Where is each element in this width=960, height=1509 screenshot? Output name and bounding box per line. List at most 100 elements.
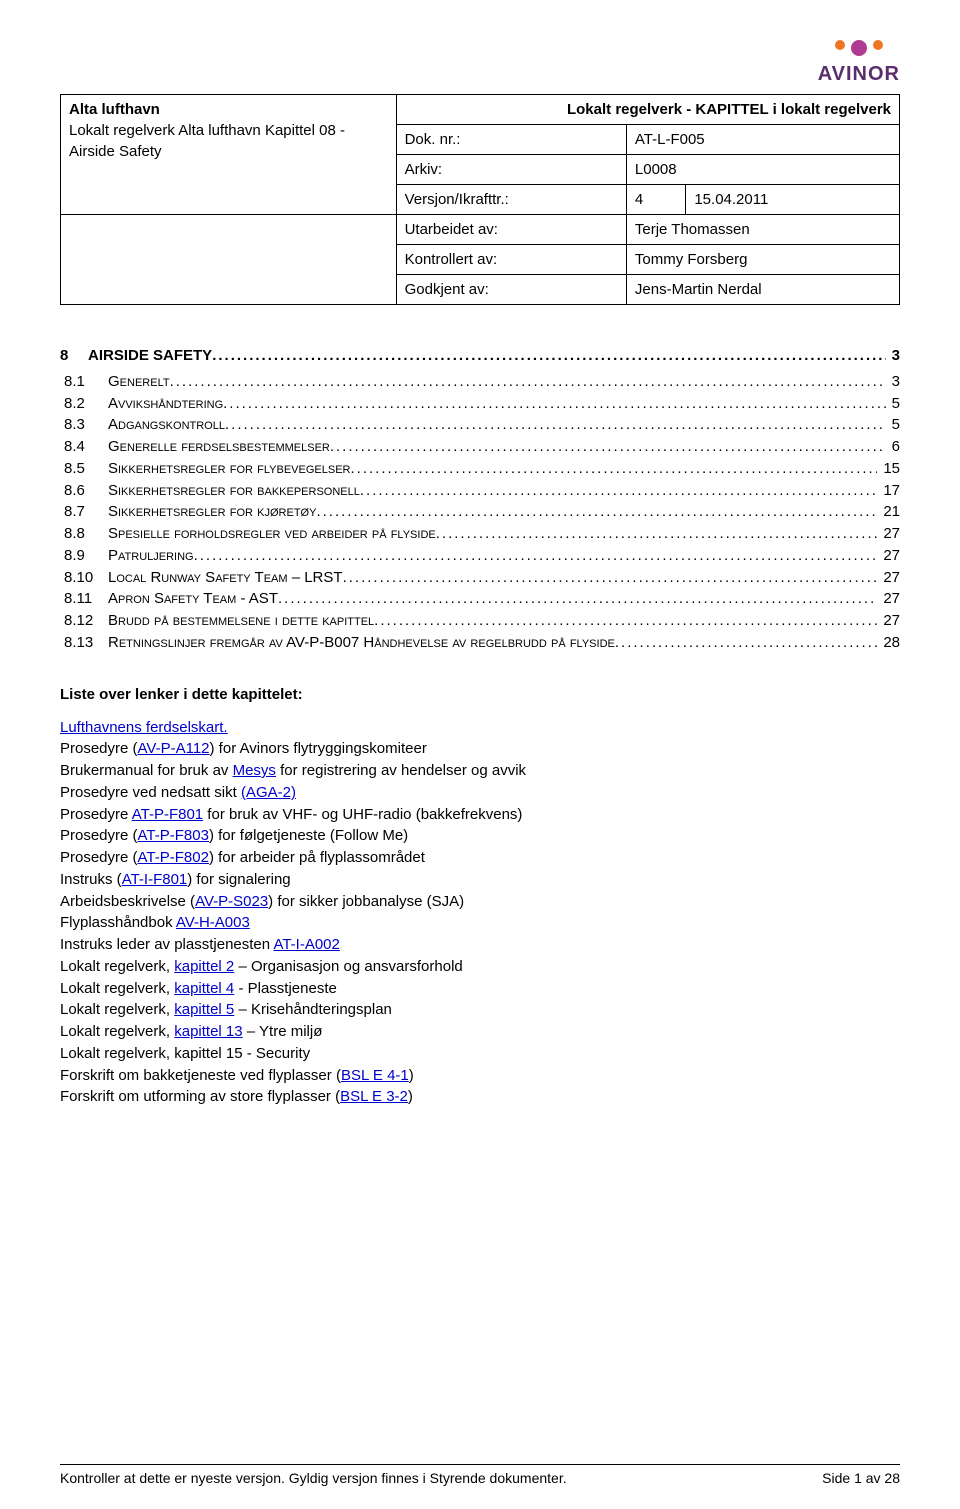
link-pre: Instruks (	[60, 871, 122, 888]
logo-dot	[851, 40, 867, 56]
toc-row: 8.2Avvikshåndtering.....................…	[60, 393, 900, 415]
link-anchor[interactable]: kapittel 4	[174, 980, 234, 997]
link-anchor[interactable]: Mesys	[233, 762, 276, 779]
link-anchor[interactable]: AT-I-A002	[273, 936, 339, 953]
airport-name: Alta lufthavn	[69, 99, 388, 120]
toc-page: 5	[886, 393, 900, 415]
link-line: Prosedyre (AT-P-F803) for følgetjeneste …	[60, 825, 900, 847]
link-line: Prosedyre (AT-P-F802) for arbeider på fl…	[60, 847, 900, 869]
link-line: Lokalt regelverk, kapittel 5 – Krisehånd…	[60, 999, 900, 1021]
toc-label: Spesielle forholdsregler ved arbeider på…	[108, 523, 436, 545]
link-pre: Prosedyre	[60, 806, 132, 823]
link-pre: Lokalt regelverk, kapittel 15 - Security	[60, 1045, 310, 1062]
link-anchor[interactable]: AT-P-F803	[138, 827, 209, 844]
toc-label: Adgangskontroll	[108, 414, 225, 436]
toc-page: 27	[877, 588, 900, 610]
meta-key-godkjent: Godkjent av:	[396, 275, 626, 305]
dots-fill: ........................................…	[170, 371, 886, 393]
toc-num: 8.11	[60, 588, 108, 610]
toc-row: 8.3Adgangskontroll......................…	[60, 414, 900, 436]
meta-key-doknr: Dok. nr.:	[396, 125, 626, 155]
meta-val-kontrollert: Tommy Forsberg	[626, 245, 899, 275]
footer-left: Kontroller at dette er nyeste versjon. G…	[60, 1469, 567, 1489]
link-post: )	[408, 1088, 413, 1105]
link-anchor[interactable]: Lufthavnens ferdselskart.	[60, 719, 228, 736]
meta-key-arkiv: Arkiv:	[396, 155, 626, 185]
link-anchor[interactable]: kapittel 2	[174, 958, 234, 975]
link-post: ) for arbeider på flyplassområdet	[209, 849, 425, 866]
toc-label: Sikkerhetsregler for flybevegelser	[108, 458, 350, 480]
link-anchor[interactable]: BSL E 4-1	[341, 1067, 409, 1084]
link-pre: Arbeidsbeskrivelse (	[60, 893, 195, 910]
meta-val-utarbeidet: Terje Thomassen	[626, 215, 899, 245]
logo: AVINOR	[60, 40, 900, 88]
link-post: ) for sikker jobbanalyse (SJA)	[268, 893, 464, 910]
link-anchor[interactable]: AV-P-A112	[138, 740, 210, 757]
link-line: Brukermanual for bruk av Mesys for regis…	[60, 760, 900, 782]
meta-key-utarbeidet: Utarbeidet av:	[396, 215, 626, 245]
link-line: Forskrift om utforming av store flyplass…	[60, 1086, 900, 1108]
toc-num: 8.10	[60, 567, 108, 589]
dots-fill: ........................................…	[316, 501, 877, 523]
logo-dot	[873, 40, 883, 50]
link-anchor[interactable]: AT-P-F801	[132, 806, 203, 823]
link-anchor[interactable]: BSL E 3-2	[340, 1088, 408, 1105]
toc-label: Patruljering	[108, 545, 194, 567]
link-line: Lokalt regelverk, kapittel 13 – Ytre mil…	[60, 1021, 900, 1043]
toc-label: Local Runway Safety Team – LRST	[108, 567, 343, 589]
toc-row: 8.1Generelt.............................…	[60, 371, 900, 393]
link-line: Prosedyre AT-P-F801 for bruk av VHF- og …	[60, 804, 900, 826]
link-anchor[interactable]: AT-P-F802	[138, 849, 209, 866]
link-anchor[interactable]: (AGA-2)	[241, 784, 296, 801]
link-line: Arbeidsbeskrivelse (AV-P-S023) for sikke…	[60, 891, 900, 913]
link-line: Forskrift om bakketjeneste ved flyplasse…	[60, 1065, 900, 1087]
toc-page: 3	[886, 371, 900, 393]
meta-key-versjon: Versjon/Ikrafttr.:	[396, 185, 626, 215]
toc-row: 8.7Sikkerhetsregler for kjøretøy........…	[60, 501, 900, 523]
link-anchor[interactable]: kapittel 5	[174, 1001, 234, 1018]
link-line: Instruks leder av plasstjenesten AT-I-A0…	[60, 934, 900, 956]
dots-fill: ........................................…	[330, 436, 886, 458]
link-pre: Prosedyre (	[60, 827, 138, 844]
toc-label: Apron Safety Team - AST	[108, 588, 278, 610]
link-post: ) for signalering	[187, 871, 290, 888]
toc-num: 8.6	[60, 480, 108, 502]
dots-fill: ........................................…	[374, 610, 877, 632]
toc-row: 8.6Sikkerhetsregler for bakkepersonell..…	[60, 480, 900, 502]
link-line: Lokalt regelverk, kapittel 2 – Organisas…	[60, 956, 900, 978]
toc-label: Generelle ferdselsbestemmelser	[108, 436, 330, 458]
toc-row: 8.8Spesielle forholdsregler ved arbeider…	[60, 523, 900, 545]
header-title: Lokalt regelverk - KAPITTEL i lokalt reg…	[396, 95, 899, 125]
dots-fill: ........................................…	[436, 523, 878, 545]
section-page: 3	[886, 345, 900, 367]
toc-num: 8.8	[60, 523, 108, 545]
link-line: Instruks (AT-I-F801) for signalering	[60, 869, 900, 891]
link-post: for bruk av VHF- og UHF-radio (bakkefrek…	[203, 806, 522, 823]
link-anchor[interactable]: AV-P-S023	[195, 893, 268, 910]
doc-subtitle: Lokalt regelverk Alta lufthavn Kapittel …	[69, 120, 388, 162]
toc-num: 8.3	[60, 414, 108, 436]
dots-fill: ........................................…	[225, 414, 886, 436]
logo-text: AVINOR	[818, 60, 900, 88]
toc-section-head: 8 AIRSIDE SAFETY .......................…	[60, 345, 900, 367]
dots-fill: ........................................…	[278, 588, 877, 610]
link-anchor[interactable]: kapittel 13	[174, 1023, 242, 1040]
toc-list: 8.1Generelt.............................…	[60, 371, 900, 654]
toc-row: 8.12Brudd på bestemmelsene i dette kapit…	[60, 610, 900, 632]
link-pre: Prosedyre (	[60, 849, 138, 866]
toc-page: 28	[877, 632, 900, 654]
section-num: 8	[60, 345, 88, 367]
meta-val-godkjent: Jens-Martin Nerdal	[626, 275, 899, 305]
toc-page: 5	[886, 414, 900, 436]
link-anchor[interactable]: AT-I-F801	[122, 871, 188, 888]
links-list: Lufthavnens ferdselskart.Prosedyre (AV-P…	[60, 717, 900, 1109]
toc-row: 8.13Retningslinjer fremgår av AV-P-B007 …	[60, 632, 900, 654]
link-line: Prosedyre (AV-P-A112) for Avinors flytry…	[60, 738, 900, 760]
link-anchor[interactable]: AV-H-A003	[176, 914, 250, 931]
link-pre: Lokalt regelverk,	[60, 958, 174, 975]
link-post: )	[409, 1067, 414, 1084]
toc-label: Sikkerhetsregler for bakkepersonell	[108, 480, 360, 502]
toc-page: 27	[877, 610, 900, 632]
link-line: Lokalt regelverk, kapittel 15 - Security	[60, 1043, 900, 1065]
toc-num: 8.9	[60, 545, 108, 567]
